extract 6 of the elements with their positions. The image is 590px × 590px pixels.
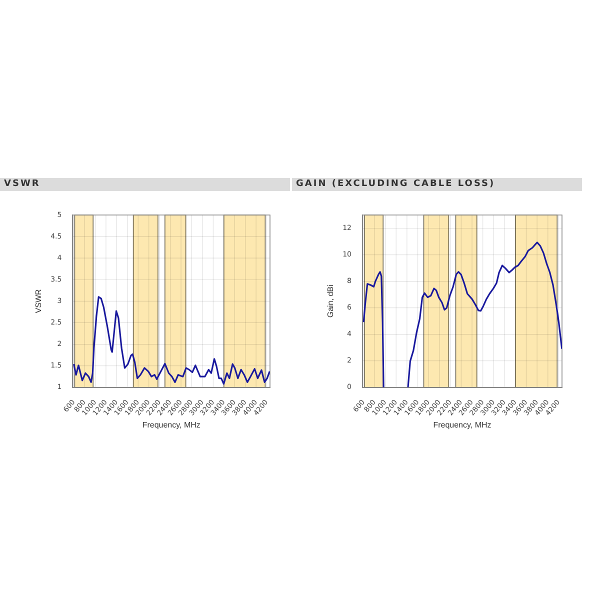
y-axis-title: VSWR [34, 288, 44, 314]
y-axis-title: Gain, dBi [326, 284, 336, 318]
x-axis-title: Frequency, MHz [433, 420, 492, 430]
chart-title: VSWR [0, 178, 290, 191]
chart-title: GAIN (EXCLUDING CABLE LOSS) [292, 178, 582, 191]
x-axis-title: Frequency, MHz [142, 420, 200, 430]
